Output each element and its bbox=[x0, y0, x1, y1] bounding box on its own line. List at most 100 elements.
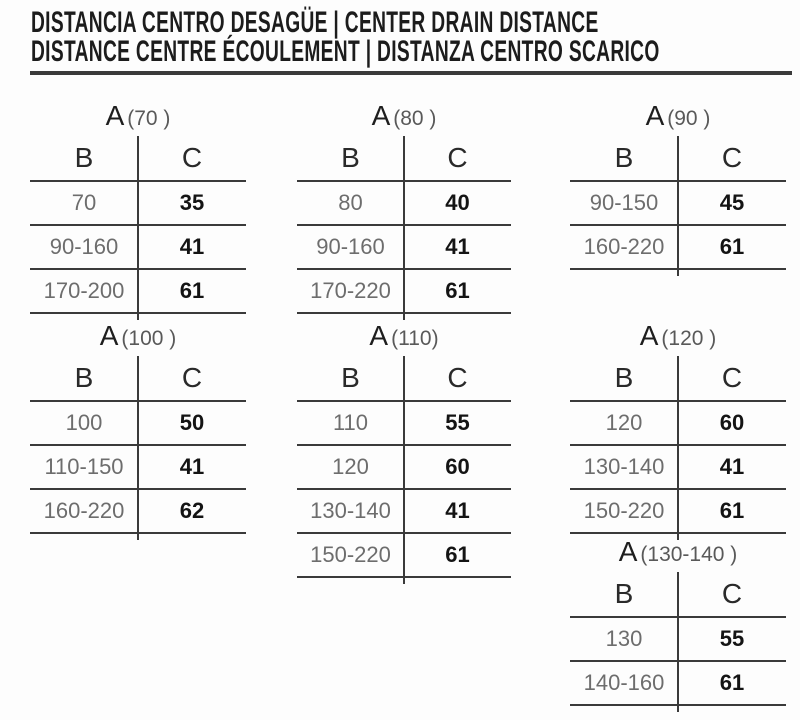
cell-c: 61 bbox=[445, 278, 470, 303]
column-divider bbox=[677, 356, 679, 540]
cell-c: 50 bbox=[179, 410, 205, 435]
table-a100-title: A (100 ) bbox=[30, 320, 246, 356]
table-title-value: (110) bbox=[391, 327, 439, 350]
cell-b: 150-220 bbox=[310, 542, 391, 567]
cell-c: 60 bbox=[719, 410, 745, 435]
column-header-c: C bbox=[447, 362, 468, 393]
table-a130-140-title: A (130-140 ) bbox=[570, 536, 786, 572]
page-title-line2: DISTANCE CENTRE ÉCOULEMENT | DISTANZA CE… bbox=[31, 35, 660, 68]
table-title-value: (70 ) bbox=[127, 107, 171, 130]
table-title-letter: A bbox=[618, 536, 638, 567]
table-title-value: (80 ) bbox=[393, 107, 437, 130]
column-header-c: C bbox=[721, 362, 743, 393]
table-a80-title: A (80 ) bbox=[297, 100, 511, 136]
column-divider bbox=[137, 136, 139, 320]
table-header-row: B C bbox=[30, 356, 246, 400]
cell-b: 130-140 bbox=[310, 498, 391, 523]
table-title-letter: A bbox=[99, 320, 119, 351]
cell-b: 130 bbox=[605, 626, 643, 651]
table-a90: A (90 ) B C 90-150 45 160-220 61 bbox=[570, 100, 786, 276]
column-divider bbox=[403, 356, 405, 584]
cell-b: 120 bbox=[332, 454, 369, 479]
table-a130-140-grid: B C 130 55 140-160 61 bbox=[570, 572, 786, 712]
cell-b: 110 bbox=[332, 410, 369, 435]
column-header-b: B bbox=[614, 578, 634, 609]
page-title-line1: DISTANCIA CENTRO DESAGÜE | CENTER DRAIN … bbox=[31, 6, 599, 39]
table-title-value: (120 ) bbox=[661, 327, 717, 350]
cell-c: 61 bbox=[719, 234, 745, 259]
table-a130-140: A (130-140 ) B C 130 55 140-160 61 bbox=[570, 536, 786, 712]
cell-c: 41 bbox=[179, 454, 205, 479]
column-divider bbox=[677, 136, 679, 276]
cell-c: 45 bbox=[719, 190, 745, 215]
table-row: 150-220 61 bbox=[297, 532, 511, 576]
cell-b: 80 bbox=[338, 190, 363, 215]
table-header-row: B C bbox=[570, 572, 786, 616]
table-a80: A (80 ) B C 80 40 90-160 41 170-220 61 bbox=[297, 100, 511, 320]
table-header-row: B C bbox=[570, 356, 786, 400]
table-header-row: B C bbox=[570, 136, 786, 180]
column-header-c: C bbox=[181, 362, 203, 393]
table-title-letter: A bbox=[369, 320, 389, 351]
table-title-letter: A bbox=[645, 100, 665, 131]
cell-b: 130-140 bbox=[583, 454, 665, 479]
cell-b: 110-150 bbox=[44, 454, 124, 479]
table-title-letter: A bbox=[639, 320, 659, 351]
table-title-letter: A bbox=[371, 100, 391, 131]
table-title-value: (130-140 ) bbox=[640, 543, 738, 566]
table-a100: A (100 ) B C 100 50 110-150 41 160-220 62 bbox=[30, 320, 246, 540]
table-row: 150-220 61 bbox=[570, 488, 786, 532]
cell-c: 61 bbox=[719, 670, 745, 695]
cell-b: 70 bbox=[71, 190, 97, 215]
table-title-value: (90 ) bbox=[667, 107, 711, 130]
cell-b: 150-220 bbox=[583, 498, 665, 523]
column-divider bbox=[403, 136, 405, 320]
cell-c: 55 bbox=[445, 410, 470, 435]
table-a120-grid: B C 120 60 130-140 41 150-220 61 bbox=[570, 356, 786, 540]
cell-c: 40 bbox=[445, 190, 470, 215]
cell-c: 41 bbox=[179, 234, 205, 259]
header-rule bbox=[30, 71, 792, 75]
cell-c: 35 bbox=[179, 190, 205, 215]
column-header-b: B bbox=[74, 362, 94, 393]
cell-c: 41 bbox=[445, 498, 470, 523]
table-a100-grid: B C 100 50 110-150 41 160-220 62 bbox=[30, 356, 246, 540]
cell-b: 90-160 bbox=[49, 234, 119, 259]
cell-b: 90-150 bbox=[589, 190, 659, 215]
cell-c: 61 bbox=[179, 278, 205, 303]
cell-b: 100 bbox=[65, 410, 103, 435]
table-a110-grid: B C 110 55 120 60 130-140 41 150-220 61 bbox=[297, 356, 511, 584]
table-a80-grid: B C 80 40 90-160 41 170-220 61 bbox=[297, 136, 511, 320]
page-title: DISTANCIA CENTRO DESAGÜE | CENTER DRAIN … bbox=[31, 6, 660, 68]
cell-b: 170-200 bbox=[43, 278, 125, 303]
cell-b: 120 bbox=[605, 410, 643, 435]
column-header-b: B bbox=[74, 142, 94, 173]
cell-c: 55 bbox=[719, 626, 745, 651]
table-header-row: B C bbox=[297, 136, 511, 180]
cell-c: 41 bbox=[445, 234, 470, 259]
column-header-b: B bbox=[614, 362, 634, 393]
column-header-c: C bbox=[721, 578, 743, 609]
column-header-b: B bbox=[341, 362, 360, 393]
column-divider bbox=[137, 356, 139, 540]
column-divider bbox=[677, 572, 679, 712]
column-header-b: B bbox=[341, 142, 360, 173]
column-header-c: C bbox=[721, 142, 743, 173]
cell-b: 140-160 bbox=[583, 670, 665, 695]
table-header-row: B C bbox=[297, 356, 511, 400]
cell-b: 160-220 bbox=[43, 498, 125, 523]
table-a110: A (110) B C 110 55 120 60 130-140 41 150-… bbox=[297, 320, 511, 584]
table-a90-grid: B C 90-150 45 160-220 61 bbox=[570, 136, 786, 276]
table-title-value: (100 ) bbox=[121, 327, 177, 350]
column-header-c: C bbox=[181, 142, 203, 173]
table-a110-title: A (110) bbox=[297, 320, 511, 356]
cell-c: 62 bbox=[179, 498, 205, 523]
cell-c: 60 bbox=[445, 454, 470, 479]
cell-b: 170-220 bbox=[310, 278, 391, 303]
table-a70-grid: B C 70 35 90-160 41 170-200 61 bbox=[30, 136, 246, 320]
cell-b: 160-220 bbox=[583, 234, 665, 259]
cell-c: 41 bbox=[719, 454, 745, 479]
table-title-letter: A bbox=[105, 100, 125, 131]
table-header-row: B C bbox=[30, 136, 246, 180]
